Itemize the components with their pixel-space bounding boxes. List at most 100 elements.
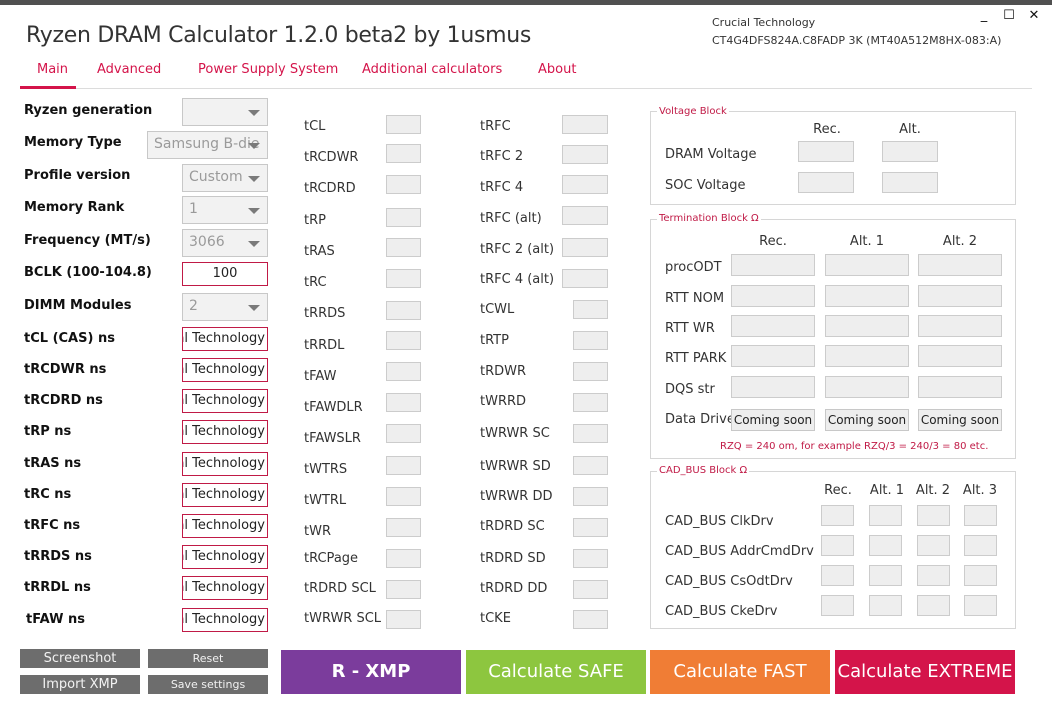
twrrd-field[interactable] [573, 393, 608, 412]
twrwr-sc-field[interactable] [573, 424, 608, 443]
trrds-field[interactable] [386, 301, 421, 320]
trdrd-scl-field[interactable] [386, 580, 421, 599]
procodt-alt2-field[interactable] [918, 254, 1002, 276]
profile-version-select[interactable]: Custom [182, 164, 268, 192]
trfc-2-field[interactable] [562, 145, 608, 164]
tcke-field[interactable] [573, 610, 608, 629]
import-xmp-button[interactable]: Import XMP [20, 675, 140, 694]
cad-bus-csodtdrv-alt1-field[interactable] [869, 565, 902, 586]
dqs-str-rec-field[interactable] [731, 376, 815, 398]
data-drive-rec-button[interactable]: Coming soon [731, 409, 815, 431]
screenshot-button[interactable]: Screenshot [20, 649, 140, 668]
tcwl-field[interactable] [573, 300, 608, 319]
tcl-field[interactable] [386, 115, 421, 134]
trcdrd-field[interactable] [386, 175, 421, 194]
trrds-ns-input[interactable]: Crucial Technology [182, 545, 268, 569]
trc-field[interactable] [386, 269, 421, 288]
soc-voltage-alt-field[interactable] [882, 172, 938, 193]
tras-ns-input[interactable]: Crucial Technology [182, 452, 268, 476]
dqs-str-alt2-field[interactable] [918, 376, 1002, 398]
trcdrd-ns-input[interactable]: Crucial Technology [182, 389, 268, 413]
dram-voltage-alt-field[interactable] [882, 141, 938, 162]
r-xmp-button[interactable]: R - XMP [281, 650, 461, 694]
calculate-extreme-button[interactable]: Calculate EXTREME [835, 650, 1015, 694]
cad-bus-addrcmddrv-alt1-field[interactable] [869, 535, 902, 556]
cad-bus-addrcmddrv-rec-field[interactable] [821, 535, 854, 556]
twrwr-scl-field[interactable] [386, 610, 421, 629]
cad-bus-clkdrv-alt3-field[interactable] [964, 505, 997, 526]
rtt-park-alt2-field[interactable] [918, 345, 1002, 367]
tfaw-ns-input[interactable]: Crucial Technology [182, 608, 268, 632]
tfawdlr-field[interactable] [386, 393, 421, 412]
trfc-ns-input[interactable]: Crucial Technology [182, 514, 268, 538]
rtt-park-alt1-field[interactable] [825, 345, 909, 367]
cad-bus-ckedrv-alt1-field[interactable] [869, 595, 902, 616]
cad-bus-clkdrv-alt1-field[interactable] [869, 505, 902, 526]
cad-bus-addrcmddrv-alt2-field[interactable] [917, 535, 950, 556]
tab-advanced[interactable]: Advanced [97, 62, 162, 77]
cad-bus-clkdrv-alt2-field[interactable] [917, 505, 950, 526]
tab-about[interactable]: About [538, 62, 577, 77]
trc-ns-input[interactable]: Crucial Technology [182, 483, 268, 507]
trdwr-field[interactable] [573, 362, 608, 381]
cad-bus-csodtdrv-rec-field[interactable] [821, 565, 854, 586]
tab-power-supply-system[interactable]: Power Supply System [198, 62, 339, 77]
rtt-nom-rec-field[interactable] [731, 285, 815, 307]
dqs-str-alt1-field[interactable] [825, 376, 909, 398]
procodt-alt1-field[interactable] [825, 254, 909, 276]
trdrd-sc-field[interactable] [573, 518, 608, 537]
data-drive-alt1-button[interactable]: Coming soon [825, 409, 909, 431]
trrdl-field[interactable] [386, 331, 421, 350]
tfaw-field[interactable] [386, 362, 421, 381]
save-settings-button[interactable]: Save settings [148, 675, 268, 694]
cad-bus-clkdrv-rec-field[interactable] [821, 505, 854, 526]
trdrd-dd-field[interactable] [573, 580, 608, 599]
trdrd-sd-field[interactable] [573, 549, 608, 568]
cad-bus-ckedrv-alt3-field[interactable] [964, 595, 997, 616]
minimize-button[interactable]: _ [980, 8, 988, 23]
close-button[interactable]: ✕ [1028, 8, 1040, 23]
tfawslr-field[interactable] [386, 424, 421, 443]
calculate-safe-button[interactable]: Calculate SAFE [466, 650, 646, 694]
rtt-park-rec-field[interactable] [731, 345, 815, 367]
trfc-4-alt-field[interactable] [562, 269, 608, 288]
rtt-wr-alt1-field[interactable] [825, 315, 909, 337]
rtt-nom-alt2-field[interactable] [918, 285, 1002, 307]
trfc-4-field[interactable] [562, 175, 608, 194]
trfc-field[interactable] [562, 115, 608, 134]
data-drive-alt2-button[interactable]: Coming soon [918, 409, 1002, 431]
ryzen-generation-select[interactable] [182, 98, 268, 126]
rtt-wr-rec-field[interactable] [731, 315, 815, 337]
trcdwr-ns-input[interactable]: Crucial Technology [182, 358, 268, 382]
trp-ns-input[interactable]: Crucial Technology [182, 420, 268, 444]
rtt-nom-alt1-field[interactable] [825, 285, 909, 307]
twr-field[interactable] [386, 518, 421, 537]
dimm-modules-select[interactable]: 2 [182, 293, 268, 321]
cad-bus-csodtdrv-alt3-field[interactable] [964, 565, 997, 586]
procodt-rec-field[interactable] [731, 254, 815, 276]
trtp-field[interactable] [573, 331, 608, 350]
cad-bus-ckedrv-rec-field[interactable] [821, 595, 854, 616]
twtrl-field[interactable] [386, 487, 421, 506]
trfc-alt-field[interactable] [562, 206, 608, 225]
trcdwr-field[interactable] [386, 144, 421, 163]
calculate-fast-button[interactable]: Calculate FAST [650, 650, 830, 694]
reset-button[interactable]: Reset [148, 649, 268, 668]
bclk-input[interactable]: 100 [182, 262, 268, 286]
memory-rank-select[interactable]: 1 [182, 196, 268, 224]
dram-voltage-rec-field[interactable] [798, 141, 854, 162]
memory-type-select[interactable]: Samsung B-die [147, 131, 268, 159]
soc-voltage-rec-field[interactable] [798, 172, 854, 193]
cad-bus-csodtdrv-alt2-field[interactable] [917, 565, 950, 586]
tab-additional-calculators[interactable]: Additional calculators [362, 62, 503, 77]
frequency-select[interactable]: 3066 [182, 229, 268, 257]
tcl-cas-ns-input[interactable]: Crucial Technology [182, 327, 268, 351]
rtt-wr-alt2-field[interactable] [918, 315, 1002, 337]
maximize-button[interactable]: ☐ [1003, 8, 1015, 23]
trrdl-ns-input[interactable]: Crucial Technology [182, 576, 268, 600]
twtrs-field[interactable] [386, 456, 421, 475]
tab-main[interactable]: Main [37, 62, 69, 77]
trcpage-field[interactable] [386, 549, 421, 568]
twrwr-dd-field[interactable] [573, 487, 608, 506]
trp-field[interactable] [386, 208, 421, 227]
